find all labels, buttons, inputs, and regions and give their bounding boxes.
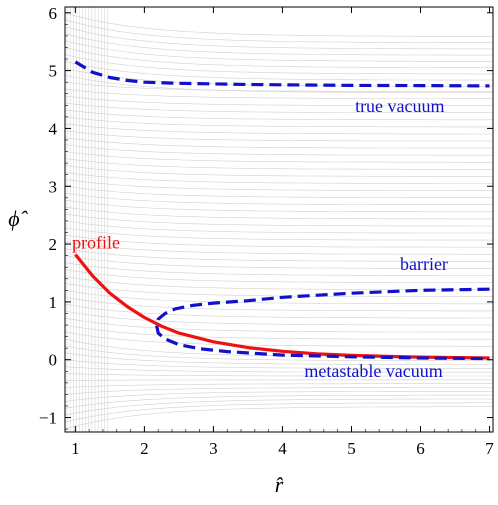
annotation-label: barrier <box>400 254 448 274</box>
contour-line <box>65 283 493 297</box>
contour-line <box>65 102 493 113</box>
contour-line <box>65 290 493 305</box>
contour-line <box>65 317 493 333</box>
contour-line <box>65 165 493 177</box>
contour-line <box>65 383 493 388</box>
contour-line <box>65 123 493 135</box>
contour-line <box>65 144 493 156</box>
contour-line <box>65 40 493 62</box>
y-axis-ticks: −1 0 1 2 3 4 5 6 <box>39 4 493 430</box>
contour-line <box>65 227 493 241</box>
x-tick-label: 7 <box>485 439 494 458</box>
contour-line <box>65 276 493 290</box>
contour-line <box>65 262 493 276</box>
contour-line <box>65 331 493 347</box>
y-tick-label: 5 <box>49 62 58 81</box>
contour-line <box>65 130 493 142</box>
contour-line <box>65 359 493 369</box>
x-tick-label: 3 <box>209 439 218 458</box>
x-tick-label: 1 <box>71 439 80 458</box>
contour-line <box>65 199 493 213</box>
x-tick-label: 4 <box>278 439 287 458</box>
contour-line <box>65 95 493 106</box>
x-tick-label: 6 <box>416 439 425 458</box>
contour-line <box>65 19 493 43</box>
contour-line <box>65 241 493 255</box>
y-tick-label: 2 <box>49 235 58 254</box>
contour-line <box>65 391 493 402</box>
contour-line <box>65 324 493 340</box>
contour-line <box>65 248 493 262</box>
y-axis-label: ϕ̂ <box>8 206 28 231</box>
contour-line <box>65 373 493 377</box>
contour-line <box>65 186 493 198</box>
contour-line <box>65 192 493 205</box>
y-tick-label: 4 <box>49 119 58 138</box>
x-axis-label: r̂ <box>275 472 284 497</box>
contour-line <box>65 116 493 128</box>
contour-line <box>65 255 493 269</box>
contour-line <box>65 33 493 56</box>
annotations: profile true vacuum barrier metastable vacu… <box>72 96 448 381</box>
x-tick-label: 5 <box>347 439 356 458</box>
contour-line <box>65 398 493 416</box>
x-axis-ticks: 1 2 3 4 5 6 7 <box>71 7 494 458</box>
contour-line <box>65 379 493 381</box>
series-layer <box>74 60 490 361</box>
contour-line <box>65 61 493 81</box>
annotation-label: profile <box>72 233 120 253</box>
contour-line <box>65 297 493 312</box>
contour-line <box>65 213 493 227</box>
y-tick-label: 3 <box>49 177 58 196</box>
x-tick-label: 2 <box>140 439 149 458</box>
contour-line <box>65 47 493 68</box>
contour-line <box>65 345 493 361</box>
contour-line <box>65 352 493 365</box>
y-tick-label: 1 <box>49 293 58 312</box>
contour-line <box>65 54 493 75</box>
annotation-label: metastable vacuum <box>304 361 442 381</box>
contour-line <box>65 366 493 373</box>
series-line-1 <box>74 60 490 88</box>
contour-line <box>65 387 493 395</box>
contour-line <box>65 394 493 409</box>
y-tick-label: 0 <box>49 351 58 370</box>
contour-line <box>65 206 493 220</box>
contour-line <box>65 310 493 326</box>
y-tick-label: 6 <box>49 4 58 23</box>
contour-line <box>65 158 493 170</box>
contour-line <box>65 179 493 191</box>
contour-line <box>65 234 493 248</box>
contour-line <box>65 109 493 121</box>
contour-line <box>65 137 493 149</box>
contour-line <box>65 12 493 37</box>
contour-line <box>65 406 493 430</box>
plot-frame <box>64 6 494 433</box>
series-line-2 <box>155 287 490 361</box>
contour-line <box>65 26 493 50</box>
contour-line <box>65 172 493 184</box>
contour-line <box>65 81 493 92</box>
contour-line <box>65 269 493 283</box>
y-tick-label: −1 <box>39 409 57 428</box>
contour-line <box>65 151 493 163</box>
contour-line <box>65 74 493 93</box>
contour-line <box>65 220 493 234</box>
contour-line <box>65 88 493 99</box>
contour-line <box>65 402 493 423</box>
annotation-label: true vacuum <box>355 96 444 116</box>
